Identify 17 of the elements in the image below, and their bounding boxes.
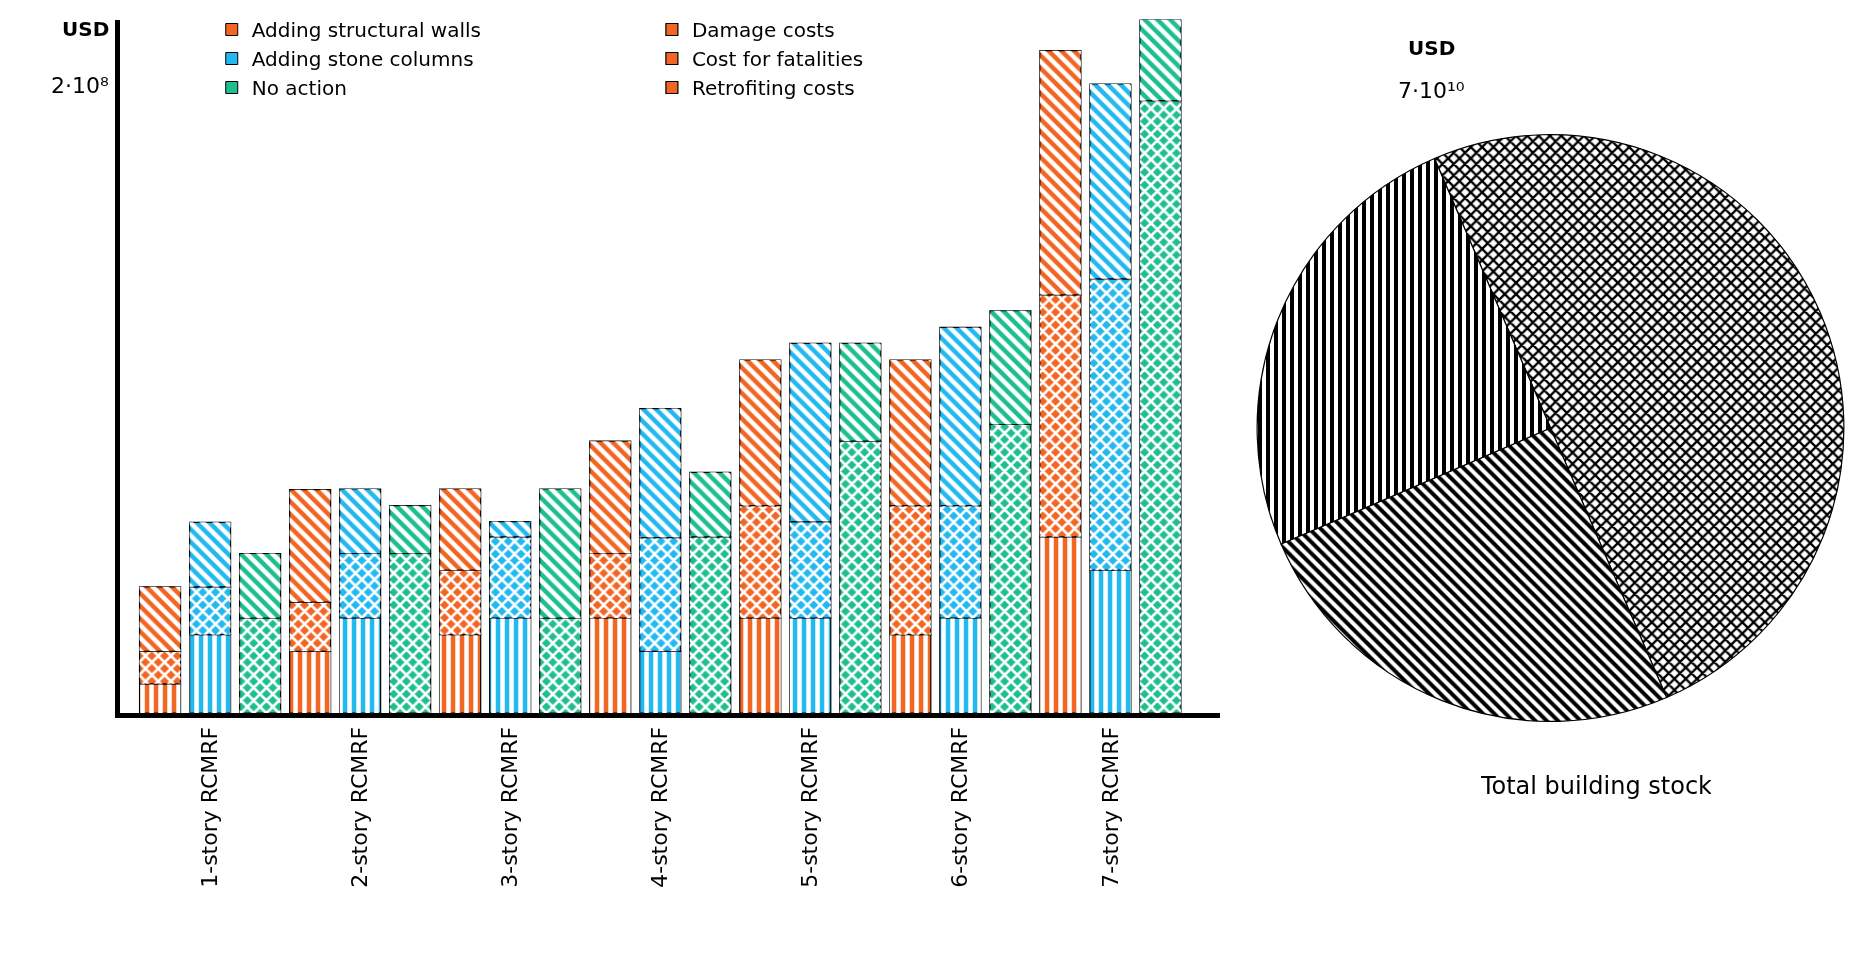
y-axis-title: USD — [62, 17, 110, 41]
text: 7·10¹⁰ — [1398, 78, 1465, 103]
legend-label: No action — [251, 76, 347, 101]
x-tick-label: 2-story RCMRF — [347, 726, 373, 888]
text: 2·10⁸ — [51, 73, 109, 98]
x-tick-label: 1-story RCMRF — [197, 726, 223, 888]
x-tick-label: 6-story RCMRF — [947, 726, 973, 888]
legend-label: Retrofiting costs — [691, 76, 855, 101]
legend-label: Adding structural walls — [251, 18, 481, 43]
legend-label: Cost for fatalities — [691, 47, 864, 72]
x-tick-label: 7-story RCMRF — [1097, 726, 1123, 888]
text: USD — [1408, 36, 1456, 60]
x-tick-label: 5-story RCMRF — [797, 726, 823, 888]
legend-label: Damage costs — [691, 18, 835, 43]
legend-label: Adding stone columns — [251, 47, 474, 72]
x-tick-label: 3-story RCMRF — [497, 726, 523, 888]
x-tick-label: 4-story RCMRF — [647, 726, 673, 888]
